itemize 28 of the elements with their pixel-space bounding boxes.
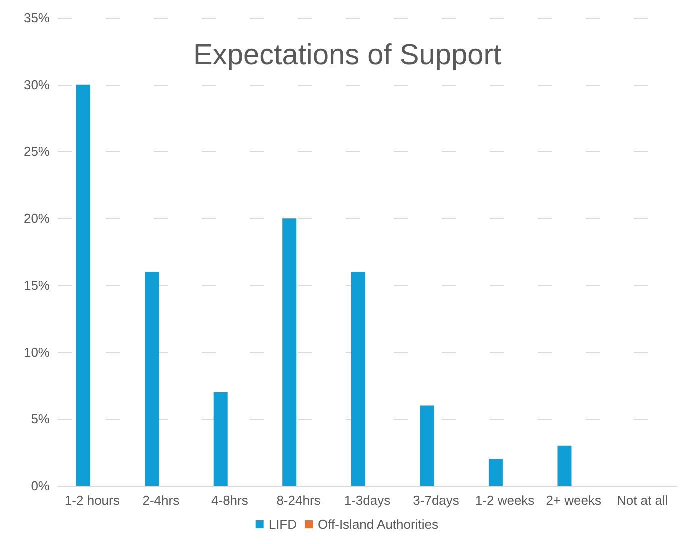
bar <box>488 459 503 486</box>
bar <box>145 272 160 486</box>
bar <box>76 84 90 486</box>
y-tick-label: 0% <box>31 478 50 494</box>
bar <box>420 406 434 486</box>
legend-label: LIFD <box>268 517 298 532</box>
bar <box>351 272 366 486</box>
legend-label: Off-Island Authorities <box>318 517 439 532</box>
x-tick-label: 1-2 hours <box>64 493 120 508</box>
y-tick-label: 10% <box>24 344 50 360</box>
y-tick-label: 20% <box>24 211 50 226</box>
bar <box>558 446 572 486</box>
x-tick-label: 2+ weeks <box>546 493 602 508</box>
bar <box>282 218 297 486</box>
text: Expectations of Support <box>194 40 502 72</box>
x-tick-label: 3-7days <box>413 493 460 508</box>
y-tick-label: 30% <box>24 77 50 92</box>
y-tick-label: 25% <box>24 144 50 160</box>
bar <box>214 392 228 486</box>
x-tick-label: 2-4hrs <box>142 493 180 508</box>
x-tick-label: 4-8hrs <box>212 493 249 508</box>
x-tick-label: 8-24hrs <box>276 493 322 508</box>
x-tick-label: Not at all <box>616 493 668 508</box>
x-tick-label: 1-2 weeks <box>475 493 536 508</box>
y-tick-label: 5% <box>31 412 50 427</box>
x-tick-label: 1-3days <box>344 493 392 508</box>
y-tick-label: 35% <box>24 10 50 26</box>
y-tick-label: 15% <box>24 278 50 293</box>
